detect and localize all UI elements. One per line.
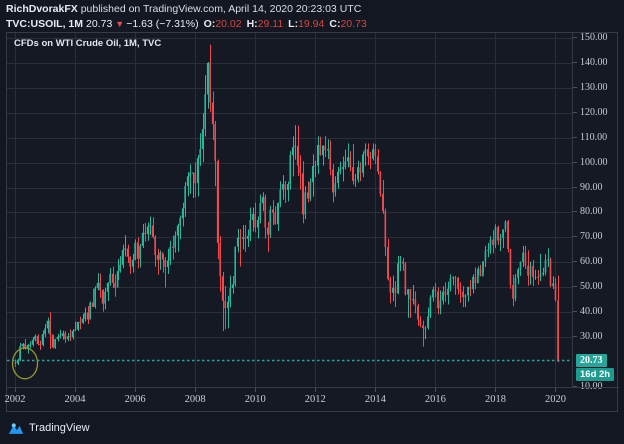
time-tick-label: 2006 (124, 394, 146, 405)
time-tick-label: 2002 (4, 394, 26, 405)
time-tick-dash (255, 388, 257, 392)
current-price-badge[interactable]: 20.73 (576, 353, 607, 367)
time-tick-label: 2004 (64, 394, 86, 405)
time-tick-dash (315, 388, 317, 392)
price-tick-dash (573, 286, 577, 288)
time-tick-dash (195, 388, 197, 392)
price-tick-dash (573, 86, 577, 88)
time-tick-dash (435, 388, 437, 392)
time-tick-label: 2016 (424, 394, 446, 405)
candlestick-svg (7, 33, 572, 387)
time-tick-dash (555, 388, 557, 392)
tradingview-logo-label: TradingView (29, 422, 90, 434)
price-tick-dash (573, 186, 577, 188)
price-tick-label: 130.00 (580, 81, 608, 93)
price-tick-dash (573, 236, 577, 238)
published-text: published on TradingView.com, April 14, … (80, 3, 362, 15)
last-price: 20.73 (86, 18, 113, 30)
price-tick-dash (573, 61, 577, 63)
price-tick-dash (573, 111, 577, 113)
price-tick-label: 100.00 (580, 156, 608, 168)
symbol-label: TVC:USOIL, 1M (6, 18, 84, 30)
price-tick-label: 10.00 (580, 381, 603, 392)
time-tick-dash (375, 388, 377, 392)
publication-line: RichDvorakFX published on TradingView.co… (6, 3, 624, 16)
close-key: C: (329, 18, 341, 30)
price-tick-label: 70.00 (580, 231, 603, 243)
time-tick-dash (75, 388, 77, 392)
time-tick-dash (15, 388, 16, 392)
high-value: 29.11 (257, 18, 284, 30)
time-tick-label: 2014 (364, 394, 386, 405)
price-tick-label: 140.00 (580, 56, 608, 68)
chart-header: RichDvorakFX published on TradingView.co… (0, 0, 624, 32)
price-tick-dash (573, 136, 577, 138)
price-tick-label: 80.00 (580, 206, 603, 218)
price-tick-label: 60.00 (580, 256, 603, 268)
down-triangle-icon: ▼ (115, 19, 125, 29)
price-tick-dash (573, 161, 577, 163)
time-tick-label: 2010 (244, 394, 266, 405)
price-tick-dash (573, 386, 577, 387)
price-tick-label: 90.00 (580, 181, 603, 193)
price-tick-label: 110.00 (580, 131, 608, 143)
price-tick-dash (573, 336, 577, 338)
low-value: 19.94 (298, 18, 325, 30)
symbol-quote-line: TVC:USOIL, 1M 20.73 ▼ −1.63 (−7.31%) O:20.02… (6, 17, 624, 31)
close-value: 20.73 (340, 18, 367, 30)
tradingview-logo[interactable]: TradingView (8, 422, 90, 435)
price-tick-dash (573, 211, 577, 213)
author-name: RichDvorakFX (6, 3, 78, 15)
chart-footer: TradingView (0, 412, 624, 444)
price-change: −1.63 (−7.31%) (126, 18, 199, 30)
price-tick-dash (573, 261, 577, 263)
price-tick-dash (573, 311, 577, 313)
open-value: 20.02 (215, 18, 242, 30)
time-axis[interactable]: 2002 2004 2006 2008 2010 2012 2014 2016 2018 2020 (4, 387, 619, 411)
bar-countdown-badge: 16d 2h (576, 367, 615, 381)
time-tick-label: 2012 (304, 394, 326, 405)
price-tick-dash (573, 36, 577, 38)
price-axis[interactable]: 150.00 140.00 130.00 120.00 110.00 100.00 90.0… (572, 31, 617, 392)
time-tick-dash (495, 388, 497, 392)
time-tick-dash (135, 388, 137, 392)
open-key: O: (203, 18, 216, 30)
time-tick-label: 2018 (484, 394, 506, 405)
price-tick-label: 150.00 (580, 31, 608, 43)
time-tick-label: 2020 (544, 394, 566, 405)
price-tick-label: 30.00 (580, 331, 603, 343)
price-tick-label: 50.00 (580, 281, 603, 293)
low-key: L: (288, 18, 299, 30)
chart-frame: CFDs on WTI Crude Oil, 1M, TVC 150.00 140… (4, 31, 619, 412)
time-tick-label: 2008 (184, 394, 206, 405)
price-tick-label: 120.00 (580, 106, 608, 118)
tradingview-mountain-icon (8, 422, 24, 434)
price-tick-label: 40.00 (580, 306, 603, 318)
candlestick-plot-area[interactable] (7, 33, 572, 387)
high-key: H: (246, 18, 258, 30)
